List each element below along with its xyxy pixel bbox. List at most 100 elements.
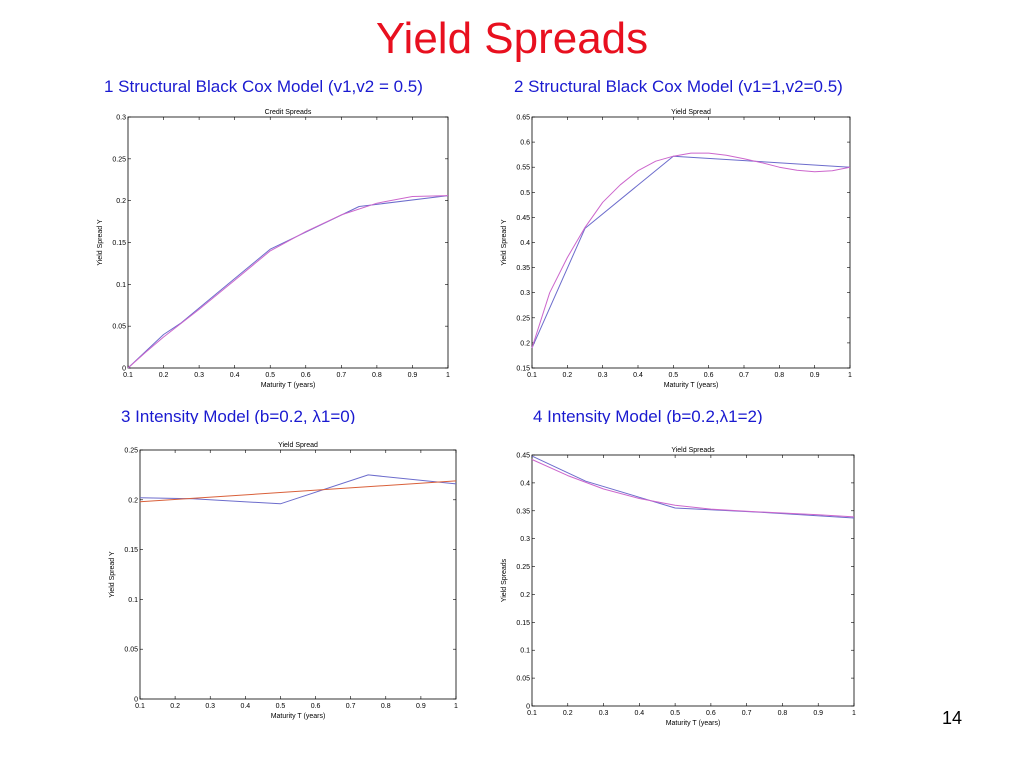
y-axis-label: Yield Spreads	[501, 558, 508, 602]
plot-frame	[531, 454, 855, 707]
x-tick-label: 0.3	[598, 372, 608, 379]
series-line-1	[139, 474, 457, 505]
y-tick-label: 0.1	[116, 282, 126, 289]
series-line-2	[531, 459, 855, 518]
x-tick-label: 0.2	[562, 372, 572, 379]
y-tick-label: 0.65	[516, 115, 530, 122]
x-tick-label: 0.4	[633, 372, 643, 379]
plot-frame	[139, 449, 457, 700]
x-axis-label: Maturity T (years)	[666, 720, 721, 727]
y-tick-label: 0	[526, 704, 530, 711]
y-tick-label: 0	[122, 366, 126, 373]
x-tick-label: 0.2	[159, 372, 169, 379]
y-tick-label: 0.45	[516, 453, 530, 460]
x-axis-label: Maturity T (years)	[664, 382, 719, 389]
y-tick-label: 0.2	[116, 198, 126, 205]
x-tick-label: 0.5	[265, 372, 275, 379]
series-line-2	[531, 152, 851, 349]
x-tick-label: 0.6	[301, 372, 311, 379]
x-tick-label: 0.4	[230, 372, 240, 379]
x-tick-label: 0.5	[668, 372, 678, 379]
chart-title: Yield Spread	[278, 442, 318, 449]
x-tick-label: 0.5	[276, 703, 286, 710]
chart2-caption: 2 Structural Black Cox Model (v1=1,v2=0.…	[514, 77, 843, 96]
y-axis-label: Yield Spread Y	[501, 219, 508, 266]
y-tick-label: 0.3	[520, 290, 530, 297]
y-tick-label: 0.4	[520, 240, 530, 247]
y-tick-label: 0.05	[516, 676, 530, 683]
y-tick-label: 0.05	[124, 647, 138, 654]
y-tick-label: 0.1	[520, 648, 530, 655]
x-tick-label: 0.2	[563, 710, 573, 717]
y-tick-label: 0.15	[124, 547, 138, 554]
x-tick-label: 0.1	[123, 372, 133, 379]
x-tick-label: 0.2	[170, 703, 180, 710]
x-axis-label: Maturity T (years)	[271, 713, 326, 720]
y-tick-label: 0.45	[516, 215, 530, 222]
chart-yield-spread-2: Yield Spread 0.1 0.2 0.3 0.4 0.5 0.6 0.7 0.8 0.9 1…	[501, 109, 852, 389]
y-tick-label: 0.55	[516, 165, 530, 172]
series-line-2	[139, 480, 457, 503]
chart1-caption: 1 Structural Black Cox Model (v1,v2 = 0.…	[104, 77, 423, 96]
y-tick-label: 0.2	[520, 340, 530, 347]
chart3-caption: 3 Intensity Model (b=0.2, λ1=0)	[121, 407, 356, 424]
x-tick-label: 0.1	[527, 372, 537, 379]
chart-yield-spreads-4: Yield Spreads 0.1 0.2 0.3 0.4 0.5 0.6 0.7 0.8 0.9…	[501, 447, 856, 727]
x-tick-label: 0.7	[742, 710, 752, 717]
y-tick-label: 0.15	[516, 366, 530, 373]
y-axis-label: Yield Spread Y	[109, 551, 116, 598]
chart-yield-spread-3: Yield Spread 0.1 0.2 0.3 0.4 0.5 0.6 0.7 0.8 0.9 1…	[109, 442, 458, 720]
x-tick-label: 1	[848, 372, 852, 379]
y-tick-label: 0.2	[520, 592, 530, 599]
series-line-1	[531, 455, 855, 519]
x-tick-label: 0.4	[240, 703, 250, 710]
x-tick-label: 0.7	[336, 372, 346, 379]
x-tick-label: 0.8	[381, 703, 391, 710]
x-tick-label: 0.3	[599, 710, 609, 717]
chart-credit-spreads-1: Credit Spreads 0.1 0.2 0.3 0.4 0.5 0.6 0.7 0.8 0.…	[97, 109, 450, 389]
x-tick-label: 0.8	[774, 372, 784, 379]
x-tick-label: 0.8	[372, 372, 382, 379]
plot-frame	[127, 116, 449, 369]
x-tick-label: 0.9	[416, 703, 426, 710]
y-tick-label: 0.15	[516, 620, 530, 627]
x-tick-label: 1	[852, 710, 856, 717]
x-tick-label: 0.8	[778, 710, 788, 717]
x-tick-label: 0.9	[810, 372, 820, 379]
y-tick-label: 0.25	[112, 156, 126, 163]
series-line-2	[127, 195, 449, 369]
series-line-1	[127, 195, 449, 369]
x-tick-label: 0.4	[634, 710, 644, 717]
y-tick-label: 0.15	[112, 240, 126, 247]
y-tick-label: 0.5	[520, 190, 530, 197]
y-tick-label: 0.4	[520, 480, 530, 487]
x-tick-label: 0.9	[408, 372, 418, 379]
x-tick-label: 1	[446, 372, 450, 379]
y-tick-label: 0.2	[128, 497, 138, 504]
plot-frame	[531, 116, 851, 369]
y-tick-label: 0.35	[516, 265, 530, 272]
y-tick-label: 0.3	[116, 115, 126, 122]
x-tick-label: 0.9	[813, 710, 823, 717]
y-tick-label: 0.6	[520, 140, 530, 147]
x-tick-label: 0.7	[739, 372, 749, 379]
x-axis-label: Maturity T (years)	[261, 382, 316, 389]
slide-title: Yield Spreads	[375, 14, 649, 63]
x-tick-label: 0.6	[311, 703, 321, 710]
y-axis-label: Yield Spread Y	[97, 219, 104, 266]
chart-title: Yield Spreads	[671, 447, 715, 454]
series-line-1	[531, 155, 851, 349]
x-tick-label: 1	[454, 703, 458, 710]
x-tick-label: 0.1	[135, 703, 145, 710]
y-tick-label: 0.3	[520, 536, 530, 543]
x-tick-label: 0.3	[205, 703, 215, 710]
y-tick-label: 0.25	[124, 448, 138, 455]
y-tick-label: 0.1	[128, 597, 138, 604]
x-tick-label: 0.6	[706, 710, 716, 717]
chart4-caption: 4 Intensity Model (b=0.2,λ1=2)	[533, 407, 763, 424]
page-number: 14	[941, 708, 962, 728]
x-tick-label: 0.7	[346, 703, 356, 710]
y-tick-label: 0.25	[516, 564, 530, 571]
chart-title: Yield Spread	[671, 109, 711, 116]
x-tick-label: 0.6	[704, 372, 714, 379]
